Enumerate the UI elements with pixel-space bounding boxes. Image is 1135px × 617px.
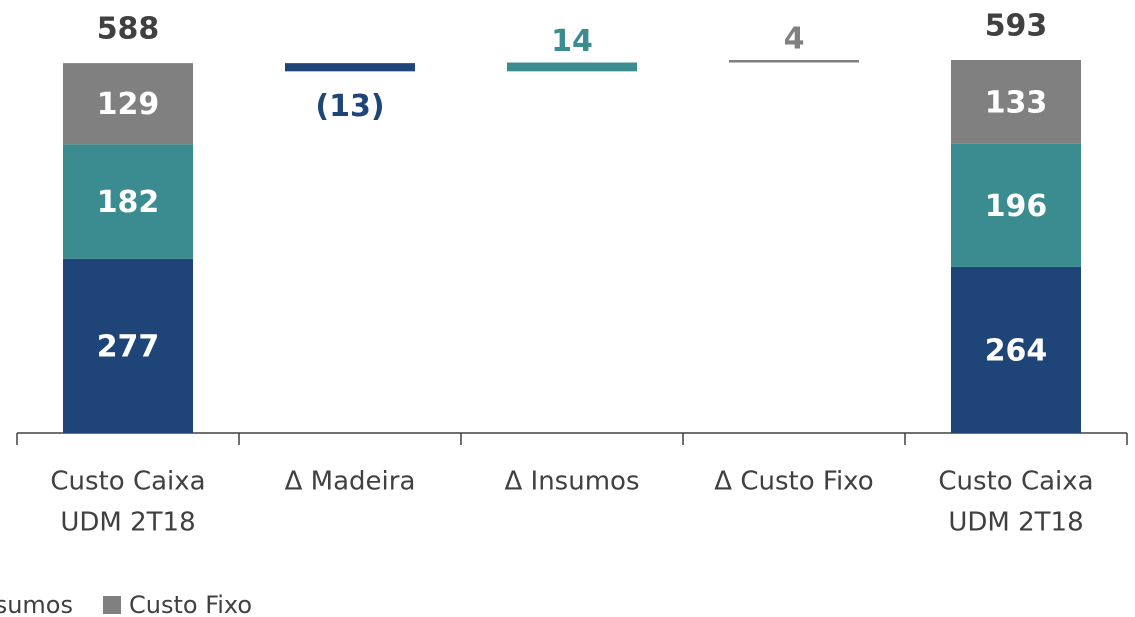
segment-label: 182 [97,185,160,220]
delta-bar [285,63,415,72]
bar-segment [951,60,1081,144]
bar-segment [63,63,193,145]
segment-label: 129 [97,87,160,122]
legend-label: Insumos [0,591,73,617]
bar-segment [63,258,193,433]
legend-label: Custo Fixo [129,591,252,617]
x-tick-label: Custo Caixa [938,467,1093,497]
legend-swatch [103,596,121,614]
segment-label: 264 [985,333,1048,368]
x-tick-label: Custo Caixa [50,467,205,497]
delta-bar [507,62,637,72]
segment-label: 277 [97,329,160,364]
delta-bar [729,60,859,63]
x-tick-label: Δ Custo Fixo [714,467,873,497]
bar-segment [951,266,1081,433]
x-tick-label: Δ Madeira [285,467,416,497]
bar-segment [951,143,1081,267]
segment-label: 133 [985,85,1048,120]
bar-segment [63,144,193,259]
x-tick-label: UDM 2T18 [60,508,195,538]
segment-label: 196 [985,189,1048,224]
delta-label: 14 [551,24,593,59]
x-tick-label: Δ Insumos [504,467,639,497]
x-tick-label: UDM 2T18 [948,508,1083,538]
total-label: 588 [97,12,160,47]
total-label: 593 [985,9,1048,44]
delta-label: 4 [784,22,805,57]
delta-label: (13) [315,89,384,124]
